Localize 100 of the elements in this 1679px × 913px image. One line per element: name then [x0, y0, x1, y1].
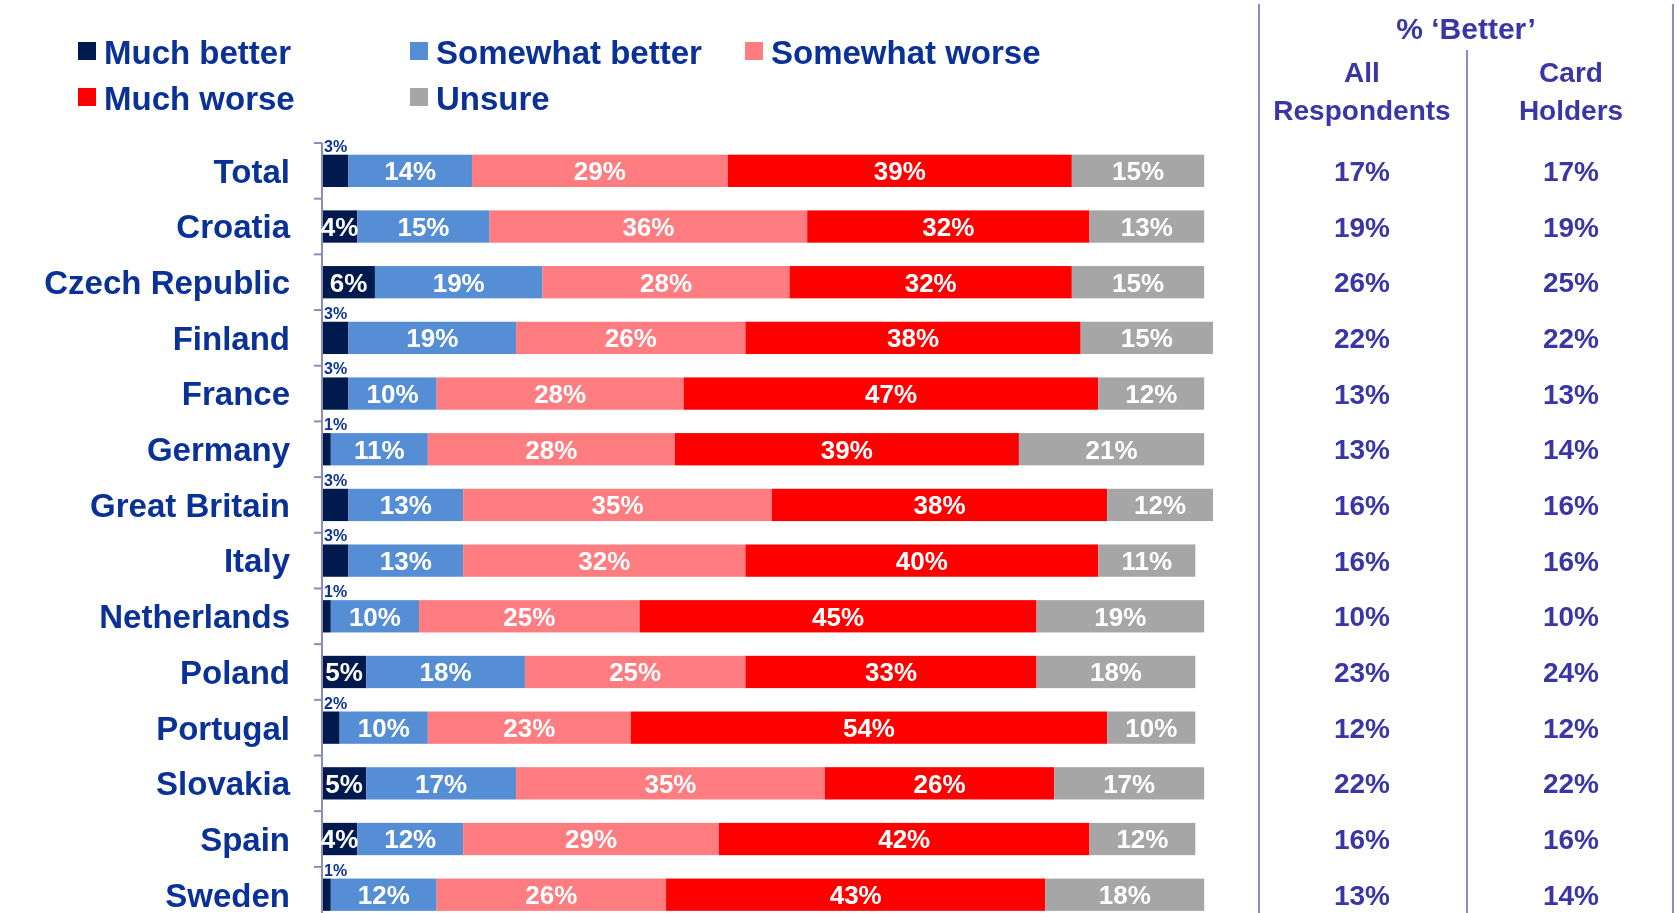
y-tick-label: Croatia — [176, 208, 291, 246]
bar — [322, 321, 349, 355]
bar — [322, 154, 349, 187]
data-label: 29% — [573, 156, 626, 187]
text: 12% — [1542, 712, 1600, 744]
data-label: 10% — [366, 378, 419, 409]
bar — [436, 878, 667, 911]
bar — [674, 433, 1019, 466]
text: 10% — [1542, 601, 1600, 633]
y-tick-label: Poland — [179, 653, 290, 691]
text: 13% — [1333, 378, 1391, 410]
text: 14% — [1542, 434, 1600, 466]
bar — [789, 266, 1072, 299]
data-label: 40% — [895, 545, 948, 576]
data-label: 6% — [329, 267, 368, 298]
y-tick-label: France — [181, 375, 290, 413]
bar — [322, 711, 340, 744]
bar — [489, 210, 808, 243]
data-label: 28% — [525, 434, 578, 465]
data-label: 13% — [379, 545, 432, 576]
bar — [516, 321, 746, 355]
text: 12% — [1333, 712, 1391, 744]
bar — [436, 377, 684, 410]
bar — [639, 600, 1037, 633]
data-label: 17% — [1103, 768, 1156, 799]
bar — [727, 154, 1072, 187]
bar — [807, 210, 1090, 243]
data-label: 10% — [1125, 713, 1178, 744]
data-label: 38% — [913, 490, 966, 521]
legend-label: Unsure — [436, 79, 550, 117]
text: 17% — [1542, 155, 1600, 187]
data-label: 36% — [622, 211, 675, 242]
text: 19% — [1542, 211, 1600, 243]
data-label: 29% — [565, 824, 618, 855]
data-label: 19% — [406, 323, 459, 354]
data-label: 18% — [1098, 880, 1151, 911]
bar — [463, 822, 719, 856]
bar — [322, 600, 331, 633]
data-label: 21% — [1085, 434, 1138, 465]
bar — [322, 488, 349, 522]
data-label: 12% — [1134, 490, 1187, 521]
data-label: 28% — [534, 378, 587, 409]
data-label: 15% — [1111, 156, 1165, 187]
data-label: 12% — [357, 880, 410, 911]
data-label: 33% — [864, 657, 918, 688]
legend-label: Much worse — [104, 79, 295, 117]
data-label: 3% — [324, 304, 348, 322]
data-label: 26% — [525, 880, 578, 911]
data-label: 45% — [812, 601, 865, 632]
data-label: 25% — [503, 601, 556, 632]
text: 13% — [1333, 434, 1391, 466]
data-label: 17% — [415, 768, 468, 799]
text: 22% — [1333, 768, 1391, 800]
data-label: 42% — [878, 824, 931, 855]
y-tick-label: Germany — [146, 431, 291, 469]
bar — [427, 433, 675, 466]
bar — [419, 600, 640, 633]
bar — [427, 711, 631, 744]
bar — [771, 488, 1108, 522]
text: 23% — [1333, 657, 1391, 689]
text: 14% — [1542, 879, 1600, 911]
data-label: 12% — [1125, 378, 1178, 409]
bar — [322, 433, 331, 466]
text: 26% — [1333, 267, 1391, 299]
data-label: 1% — [324, 861, 348, 879]
bar — [745, 544, 1099, 577]
text: 13% — [1333, 879, 1391, 911]
text: 16% — [1542, 490, 1600, 522]
bar — [718, 822, 1090, 856]
legend-label: Much better — [104, 33, 292, 71]
text: 16% — [1333, 490, 1391, 522]
data-label: 10% — [348, 601, 401, 632]
data-label: 1% — [324, 583, 348, 601]
bar — [322, 377, 349, 410]
y-tick-label: Total — [213, 152, 290, 190]
bar — [824, 767, 1055, 800]
data-label: 11% — [354, 434, 405, 465]
data-label: 15% — [397, 211, 450, 242]
text: 16% — [1333, 824, 1391, 856]
data-label: 10% — [357, 713, 410, 744]
text: 16% — [1333, 545, 1391, 577]
data-label: 23% — [503, 713, 556, 744]
y-tick-label: Netherlands — [99, 598, 290, 636]
text: 16% — [1542, 824, 1600, 856]
bar — [516, 767, 825, 800]
y-tick-label: Portugal — [156, 709, 290, 747]
data-label: 13% — [379, 490, 432, 521]
data-label: 35% — [644, 768, 697, 799]
data-label: 35% — [591, 490, 644, 521]
data-label: 18% — [1089, 657, 1142, 688]
y-tick-label: Sweden — [165, 876, 290, 913]
text: Card Holders — [1518, 57, 1624, 126]
data-label: 32% — [922, 211, 975, 242]
bar — [471, 154, 728, 187]
data-label: 43% — [829, 880, 882, 911]
data-label: 3% — [324, 527, 348, 545]
y-tick-label: Spain — [200, 820, 290, 858]
bar — [630, 711, 1108, 744]
data-label: 4% — [320, 824, 359, 855]
bar — [1018, 433, 1205, 466]
